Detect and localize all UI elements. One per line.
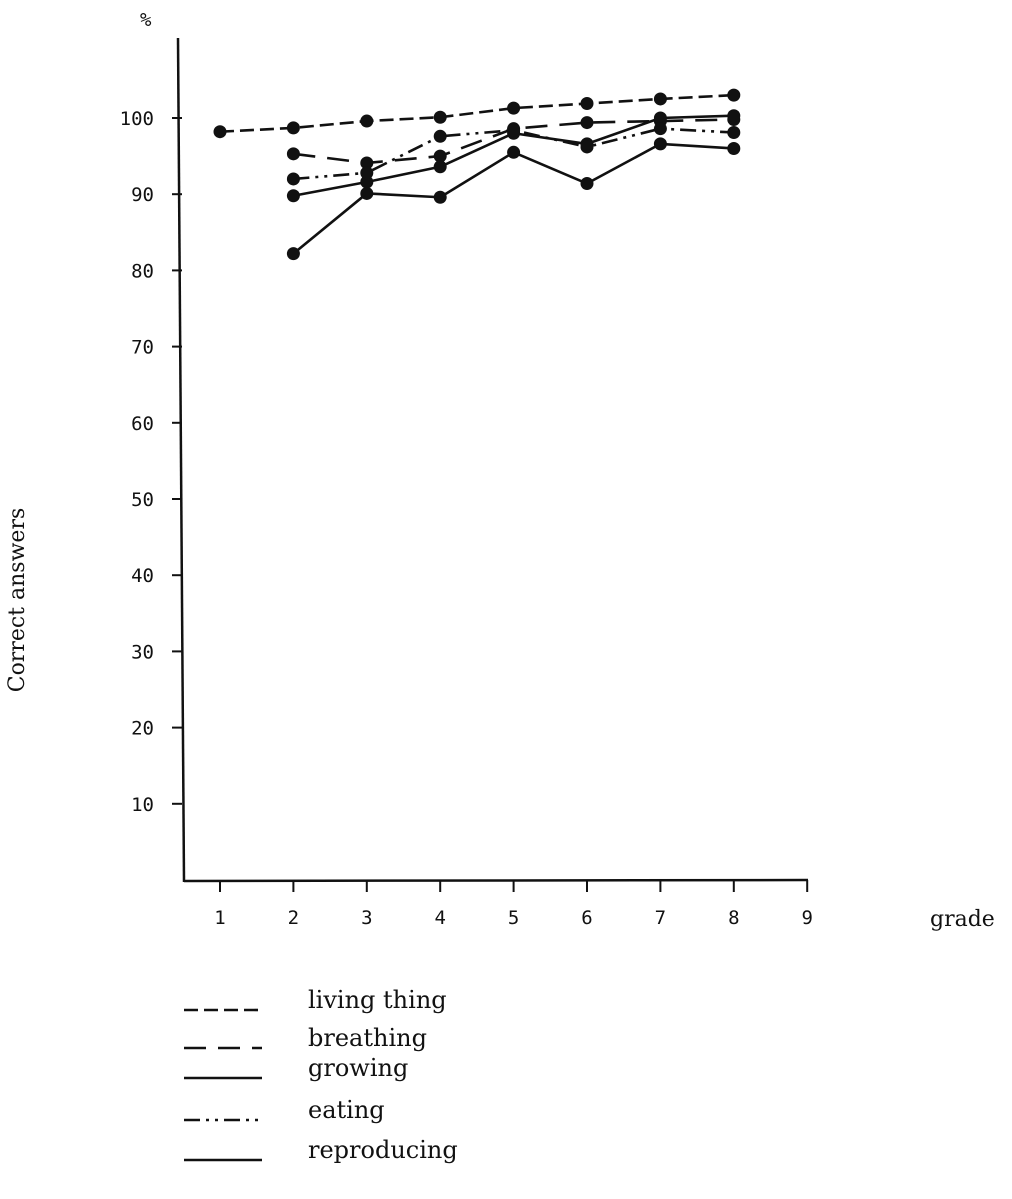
- data-point: [653, 92, 667, 106]
- legend-item: reproducing: [184, 1136, 458, 1164]
- data-point: [727, 141, 741, 155]
- data-point: [653, 122, 667, 136]
- data-point: [580, 140, 594, 154]
- data-point: [727, 109, 741, 123]
- y-tick-label: 20: [131, 718, 154, 740]
- data-point: [507, 101, 521, 115]
- series-line: [292, 142, 734, 255]
- axes: [176, 37, 809, 883]
- y-unit-label: %: [140, 9, 152, 31]
- data-point: [727, 88, 741, 102]
- series-line: [219, 93, 734, 134]
- y-axis-title: Correct answers: [5, 508, 30, 693]
- x-tick-label: 5: [508, 907, 519, 929]
- y-tick-label: 80: [131, 260, 154, 282]
- data-point: [360, 166, 374, 180]
- y-tick-label: 40: [131, 565, 154, 587]
- legend-label: eating: [308, 1096, 385, 1124]
- data-point: [507, 123, 521, 137]
- legend-label: growing: [308, 1054, 408, 1082]
- legend-item: breathing: [184, 1024, 427, 1052]
- data-point: [580, 116, 594, 130]
- y-tick-label: 30: [131, 641, 154, 663]
- y-ticks: 10 20 30 40 50 60 70 80 90 100: [120, 108, 182, 816]
- x-tick-label: 9: [801, 907, 812, 929]
- series-reproducing: [286, 137, 741, 261]
- data-point: [433, 160, 447, 174]
- x-tick-label: 4: [434, 907, 445, 929]
- data-point: [286, 189, 300, 203]
- series-eating: [286, 122, 741, 186]
- data-point: [360, 186, 374, 200]
- data-point: [727, 125, 741, 139]
- y-tick-label: 90: [131, 184, 154, 206]
- data-point: [360, 156, 374, 170]
- y-axis-line: [176, 37, 186, 883]
- x-tick-label: 7: [655, 907, 666, 929]
- data-point: [360, 114, 374, 128]
- series-living-thing: [213, 88, 741, 139]
- x-tick-label: 2: [288, 907, 299, 929]
- x-axis-line: [183, 878, 809, 883]
- data-point: [433, 110, 447, 124]
- y-tick-label: 60: [131, 413, 154, 435]
- data-point: [213, 125, 227, 139]
- data-point: [580, 177, 594, 191]
- x-axis-title: grade: [930, 907, 995, 932]
- legend-label: breathing: [308, 1024, 427, 1052]
- series-breathing: [286, 113, 741, 170]
- legend-label: reproducing: [308, 1136, 458, 1164]
- x-tick-label: 6: [581, 907, 592, 929]
- data-point: [653, 111, 667, 125]
- data-point: [286, 121, 300, 135]
- data-point: [580, 97, 594, 111]
- data-point: [653, 137, 667, 151]
- data-point: [433, 129, 447, 143]
- data-point: [433, 190, 447, 204]
- x-tick-label: 3: [361, 907, 372, 929]
- legend-item: eating: [184, 1096, 385, 1124]
- data-point: [507, 145, 521, 159]
- series-layer: [213, 88, 741, 261]
- x-ticks: 1 2 3 4 5 6 7 8 9: [214, 880, 813, 929]
- data-point: [286, 247, 300, 261]
- y-tick-label: 10: [131, 794, 154, 816]
- x-tick-label: 1: [214, 907, 225, 929]
- data-point: [360, 175, 374, 189]
- data-point: [286, 147, 300, 161]
- legend-item: living thing: [184, 986, 447, 1014]
- x-tick-label: 8: [728, 907, 739, 929]
- y-tick-label: 50: [131, 489, 154, 511]
- data-point: [433, 149, 447, 163]
- legend-item: growing: [184, 1054, 408, 1082]
- y-tick-label: 100: [120, 108, 154, 130]
- y-tick-label: 70: [131, 337, 154, 359]
- data-point: [286, 172, 300, 186]
- legend-label: living thing: [308, 986, 447, 1014]
